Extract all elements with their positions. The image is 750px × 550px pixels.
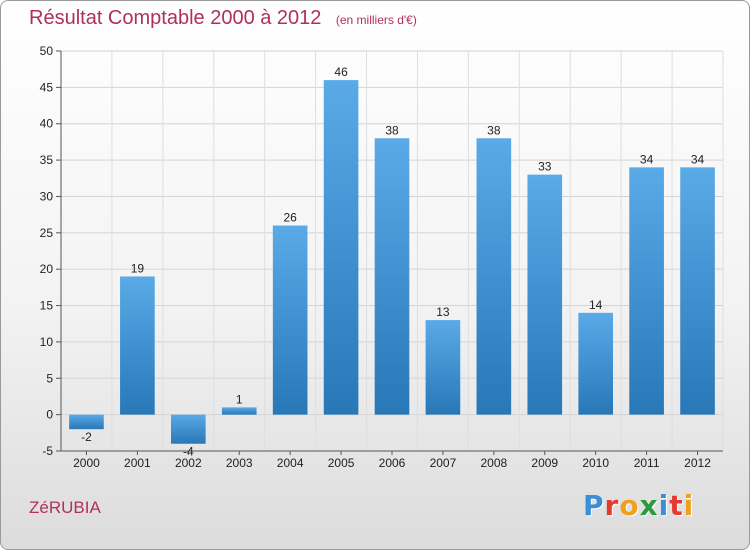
y-tick-label: 45 xyxy=(40,80,54,94)
data-label: 14 xyxy=(589,298,603,312)
bar-2008 xyxy=(476,138,512,415)
x-tick-label: 2009 xyxy=(531,456,558,470)
y-tick-label: 15 xyxy=(40,299,54,313)
x-tick-label: 2010 xyxy=(582,456,609,470)
bar-2007 xyxy=(425,320,461,415)
town-name: ZéRUBIA xyxy=(29,498,101,517)
logo-letter: x xyxy=(639,489,659,522)
logo-letter: i xyxy=(658,489,670,522)
x-tick-label: 2001 xyxy=(124,456,151,470)
x-tick-label: 2008 xyxy=(480,456,507,470)
logo-letter: i xyxy=(683,489,695,522)
x-tick-label: 2003 xyxy=(226,456,253,470)
data-label: 19 xyxy=(131,261,145,275)
y-tick-label: -5 xyxy=(42,444,53,458)
logo-letter: P xyxy=(583,489,605,522)
bar-2010 xyxy=(578,312,614,415)
x-tick-label: 2002 xyxy=(175,456,202,470)
data-label: -4 xyxy=(183,445,194,459)
bars xyxy=(69,80,715,444)
data-labels: -2 19 -4 1 26 46 38 13 38 33 14 34 34 xyxy=(81,65,704,459)
logo-letter: t xyxy=(669,489,684,522)
bar-2011 xyxy=(629,167,664,415)
y-tick-label: 40 xyxy=(40,117,54,131)
chart-subtitle: (en milliers d'€) xyxy=(335,13,417,27)
chart-title: Résultat Comptable 2000 à 2012 xyxy=(29,7,322,29)
data-label: 46 xyxy=(334,65,348,79)
y-tick-label: 10 xyxy=(40,335,54,349)
y-tick-label: 50 xyxy=(40,44,54,58)
logo-letter: o xyxy=(619,489,640,522)
bar-2004 xyxy=(272,225,308,415)
x-tick-label: 2012 xyxy=(684,456,711,470)
x-tick-label: 2000 xyxy=(73,456,100,470)
x-tick-label: 2007 xyxy=(430,456,457,470)
bar-2006 xyxy=(374,138,410,415)
bar-2012 xyxy=(680,167,715,415)
bar-2000 xyxy=(69,414,104,430)
data-label: 38 xyxy=(385,123,399,137)
y-tick-label: 25 xyxy=(40,226,54,240)
y-tick-label: 5 xyxy=(46,371,53,385)
x-tick-label: 2005 xyxy=(328,456,355,470)
x-tick-label: 2006 xyxy=(379,456,406,470)
y-tick-label: 20 xyxy=(40,262,54,276)
proxiti-logo: Proxiti xyxy=(583,489,694,522)
y-tick-label: 35 xyxy=(40,153,54,167)
y-tick-label: 0 xyxy=(46,408,53,422)
data-label: 13 xyxy=(436,305,450,319)
axes: -5 0 5 10 15 20 25 30 35 40 45 50 2000 2001 2002 2003 20… xyxy=(40,44,723,470)
bar-2009 xyxy=(527,174,563,415)
bar-2002 xyxy=(170,414,206,444)
x-tick-label: 2004 xyxy=(277,456,304,470)
data-label: 1 xyxy=(236,392,243,406)
bar-2001 xyxy=(120,276,155,415)
data-label: 34 xyxy=(691,152,705,166)
data-label: 26 xyxy=(283,211,297,225)
x-tick-label: 2011 xyxy=(634,456,660,470)
data-label: -2 xyxy=(81,430,92,444)
data-label: 33 xyxy=(538,160,552,174)
y-tick-label: 30 xyxy=(40,189,54,203)
logo-letter: r xyxy=(604,489,620,522)
chart-title-block: Résultat Comptable 2000 à 2012 (en milli… xyxy=(29,7,417,30)
data-label: 34 xyxy=(640,152,654,166)
bar-2003 xyxy=(221,407,257,415)
bar-2005 xyxy=(323,80,359,415)
data-label: 38 xyxy=(487,123,501,137)
